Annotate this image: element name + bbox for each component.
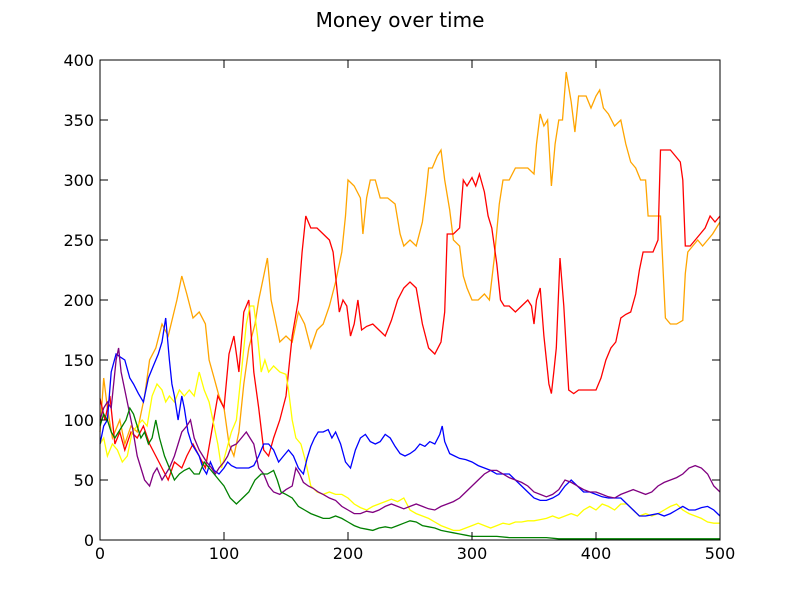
series-layer — [99, 71, 721, 540]
x-tick-label: 200 — [333, 544, 364, 563]
series-line-0 — [99, 71, 721, 459]
chart-title: Money over time — [316, 8, 485, 32]
x-tick-label: 100 — [209, 544, 240, 563]
series-line-5 — [99, 406, 720, 540]
y-tick-label: 400 — [63, 51, 94, 70]
y-tick-label: 0 — [84, 531, 94, 550]
y-tick-label: 300 — [63, 171, 94, 190]
series-line-4 — [99, 347, 721, 515]
y-tick-label: 350 — [63, 111, 94, 130]
series-line-2 — [99, 305, 720, 532]
x-tick-label: 0 — [95, 544, 105, 563]
series-line-3 — [99, 317, 721, 517]
y-tick-label: 200 — [63, 291, 94, 310]
ticks-layer: 0 100 200 300 400 500 0 50 100 150 200 250 300 350 400 — [63, 51, 735, 563]
x-tick-label: 400 — [581, 544, 612, 563]
y-tick-label: 50 — [74, 471, 94, 490]
x-tick-label: 300 — [457, 544, 488, 563]
y-tick-label: 100 — [63, 411, 94, 430]
x-tick-label: 500 — [705, 544, 736, 563]
y-tick-label: 150 — [63, 351, 94, 370]
y-tick-label: 250 — [63, 231, 94, 250]
series-line-1 — [99, 149, 721, 482]
plot-frame — [99, 59, 721, 541]
